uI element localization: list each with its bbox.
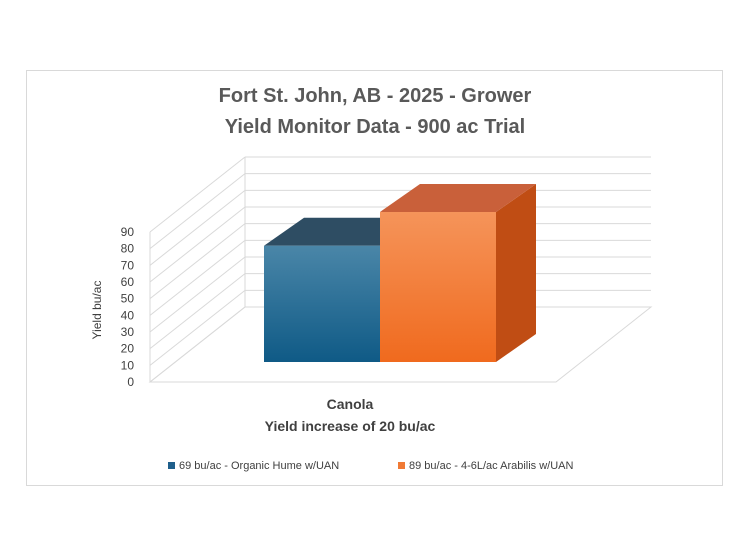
chart-title-line-1: Fort St. John, AB - 2025 - Grower — [219, 85, 532, 107]
bar-series-2 — [380, 184, 536, 362]
y-tick-label-0: 0 — [127, 375, 134, 389]
y-axis-title: Yield bu/ac — [90, 281, 104, 340]
gridline-side-70 — [149, 189, 246, 266]
bar-top-series-2 — [380, 184, 536, 212]
chart-title-line-2: Yield Monitor Data - 900 ac Trial — [225, 116, 525, 138]
y-tick-label-10: 10 — [121, 358, 135, 372]
x-category-label: Canola — [327, 396, 374, 412]
y-tick-label-60: 60 — [121, 275, 135, 289]
bar-front-series-1 — [264, 245, 380, 362]
y-tick-label-50: 50 — [121, 292, 135, 306]
gridline-side-10 — [149, 289, 246, 366]
bar-side-series-2 — [496, 184, 536, 362]
bar-front-series-2 — [380, 212, 496, 362]
gridline-side-30 — [149, 256, 246, 333]
legend: 69 bu/ac - Organic Hume w/UAN 89 bu/ac -… — [168, 460, 574, 472]
gridline-side-60 — [149, 206, 246, 283]
y-tick-label-80: 80 — [121, 242, 135, 256]
y-tick-label-40: 40 — [121, 308, 135, 322]
gridline-side-40 — [149, 239, 246, 316]
legend-swatch-series-1 — [168, 462, 175, 469]
y-tick-label-30: 30 — [121, 325, 135, 339]
legend-label-series-1: 69 bu/ac - Organic Hume w/UAN — [179, 460, 339, 472]
y-tick-label-70: 70 — [121, 258, 135, 272]
y-tick-label-90: 90 — [121, 225, 135, 239]
gridline-side-50 — [149, 223, 246, 300]
gridline-side-0 — [149, 306, 246, 383]
y-axis-ticks: 0 10 20 30 40 50 60 70 80 90 — [121, 225, 135, 389]
bars — [264, 184, 536, 362]
gridline-side-90 — [149, 156, 246, 233]
legend-label-series-2: 89 bu/ac - 4-6L/ac Arabilis w/UAN — [409, 460, 574, 472]
y-tick-label-20: 20 — [121, 342, 135, 356]
gridline-side-20 — [149, 273, 246, 350]
legend-swatch-series-2 — [398, 462, 405, 469]
gridline-side-80 — [149, 173, 246, 250]
x-axis-title: Yield increase of 20 bu/ac — [265, 418, 436, 434]
